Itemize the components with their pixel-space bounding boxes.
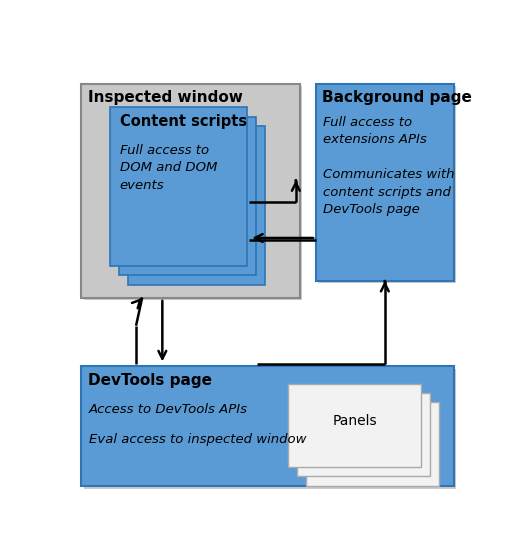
FancyBboxPatch shape: [84, 369, 456, 489]
FancyBboxPatch shape: [305, 403, 439, 486]
FancyBboxPatch shape: [288, 384, 421, 467]
Text: Inspected window: Inspected window: [88, 90, 242, 105]
FancyBboxPatch shape: [110, 107, 247, 266]
Text: Eval access to inspected window: Eval access to inspected window: [89, 433, 306, 446]
Text: Content scripts: Content scripts: [120, 114, 247, 129]
FancyBboxPatch shape: [84, 86, 302, 300]
FancyBboxPatch shape: [81, 366, 454, 486]
Text: Background page: Background page: [322, 90, 472, 105]
Text: Full access to
extensions APIs

Communicates with
content scripts and
DevTools p: Full access to extensions APIs Communica…: [323, 116, 455, 216]
FancyBboxPatch shape: [318, 86, 456, 284]
FancyBboxPatch shape: [296, 393, 430, 476]
Text: DevTools page: DevTools page: [88, 373, 211, 388]
FancyBboxPatch shape: [127, 126, 265, 285]
Text: Full access to
DOM and DOM
events: Full access to DOM and DOM events: [120, 144, 217, 192]
Text: Panels: Panels: [332, 414, 377, 428]
FancyBboxPatch shape: [81, 84, 300, 298]
FancyBboxPatch shape: [316, 84, 454, 281]
Text: Access to DevTools APIs: Access to DevTools APIs: [89, 403, 248, 416]
FancyBboxPatch shape: [118, 117, 256, 275]
